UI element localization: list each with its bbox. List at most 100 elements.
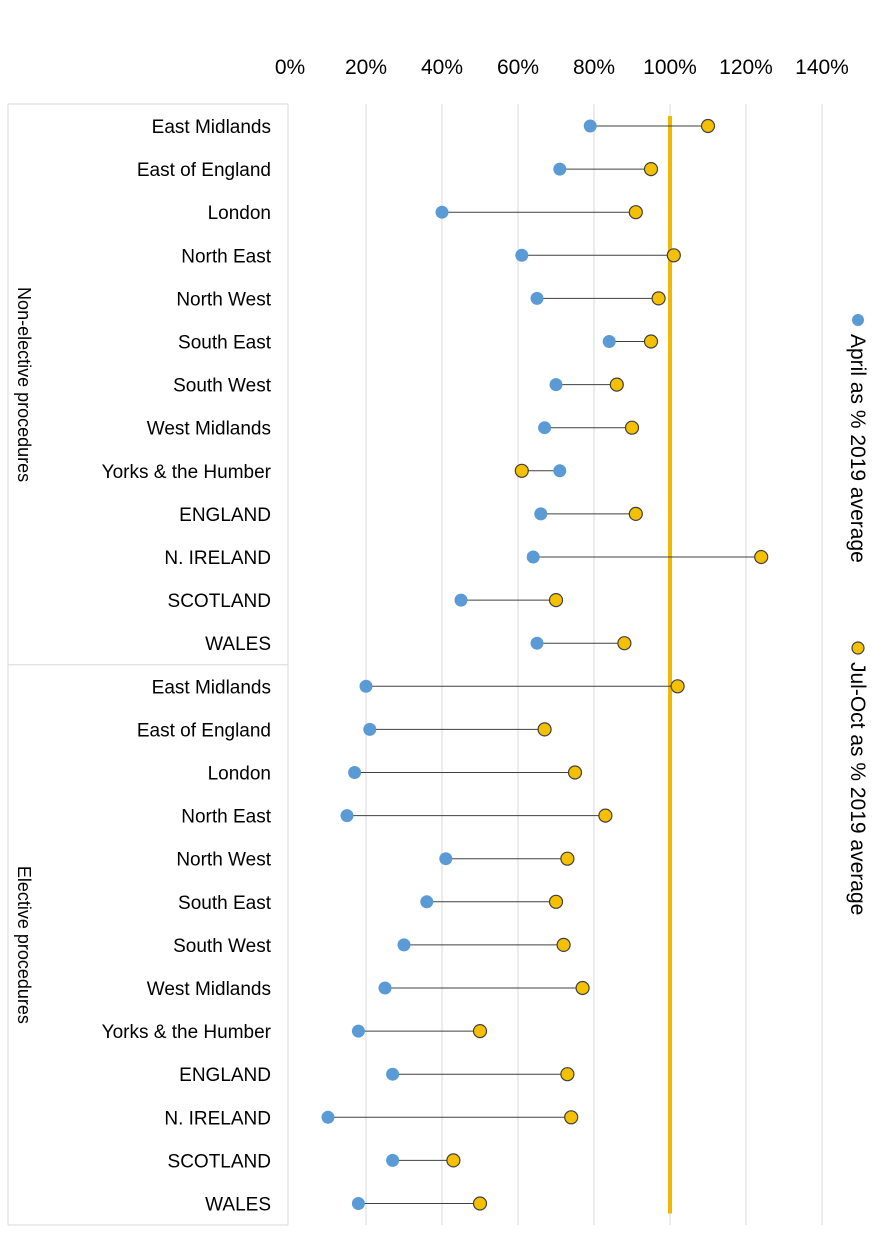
gridlines: [365, 104, 823, 1225]
april-point: [553, 162, 567, 176]
legend-april-marker: [852, 314, 864, 326]
x-tick-label: 0%: [275, 56, 305, 79]
x-tick-label: 80%: [573, 56, 615, 79]
category-label: WALES: [205, 634, 271, 655]
april-point: [549, 378, 563, 392]
juloct-point: [666, 248, 681, 263]
category-label: SCOTLAND: [168, 591, 271, 612]
juloct-point: [560, 1067, 575, 1082]
april-point: [515, 248, 529, 262]
category-label: N. IRELAND: [164, 1108, 271, 1129]
april-point: [340, 809, 354, 823]
group-label: Non-elective procedures: [14, 287, 34, 482]
april-point: [386, 1153, 400, 1167]
category-label: ENGLAND: [179, 505, 271, 526]
category-labels: East Midlands East of England London North …: [102, 117, 272, 1216]
juloct-point: [556, 937, 571, 953]
category-label: London: [208, 764, 271, 785]
juloct-point: [670, 679, 685, 694]
data-marks: [321, 118, 769, 1211]
juloct-point: [564, 1110, 579, 1125]
category-label: West Midlands: [147, 979, 271, 1000]
category-label: WALES: [205, 1195, 271, 1216]
category-label: North East: [181, 807, 271, 828]
april-point: [348, 766, 362, 779]
april-point: [538, 421, 552, 435]
juloct-point: [548, 592, 564, 608]
category-label: ENGLAND: [179, 1065, 271, 1086]
juloct-point: [643, 334, 659, 349]
april-point: [420, 895, 434, 909]
april-point: [553, 464, 567, 478]
x-tick-label: 40%: [421, 56, 463, 79]
juloct-point: [598, 808, 613, 823]
category-label: West Midlands: [147, 419, 271, 440]
april-point: [397, 938, 411, 952]
april-point: [378, 981, 392, 995]
x-tick-label: 60%: [497, 56, 539, 79]
juloct-point: [754, 549, 769, 565]
category-label: East of England: [137, 720, 271, 741]
april-point: [602, 335, 616, 348]
april-point: [530, 291, 544, 305]
category-label: East Midlands: [152, 117, 271, 138]
category-label: Yorks & the Humber: [102, 462, 272, 483]
april-point: [435, 205, 449, 219]
juloct-point: [628, 506, 643, 522]
legend-juloct-label: Jul-Oct as % 2019 average: [846, 662, 869, 915]
juloct-point: [700, 118, 716, 134]
april-point: [439, 852, 453, 866]
category-label: North East: [181, 246, 271, 267]
juloct-point: [643, 162, 659, 177]
group-label: Elective procedures: [14, 866, 34, 1024]
x-tick-label: 140%: [795, 56, 849, 79]
category-label: South West: [173, 936, 272, 957]
juloct-point: [651, 291, 666, 306]
juloct-point: [472, 1023, 488, 1039]
legend-april-label: April as % 2019 average: [846, 334, 869, 563]
juloct-point: [624, 420, 640, 435]
x-tick-label: 20%: [345, 56, 387, 79]
x-axis-ticks: 0% 20% 40% 60% 80% 100% 120% 140%: [275, 56, 849, 79]
juloct-point: [567, 765, 583, 780]
juloct-point: [560, 851, 575, 866]
category-label: North West: [176, 850, 271, 871]
april-point: [363, 722, 377, 736]
april-point: [534, 507, 548, 521]
category-label: Yorks & the Humber: [102, 1022, 272, 1043]
juloct-point: [617, 636, 632, 651]
category-label: East of England: [137, 160, 271, 181]
category-label: South East: [178, 893, 272, 914]
april-point: [351, 1024, 365, 1038]
juloct-point: [446, 1153, 461, 1168]
april-point: [351, 1197, 365, 1210]
april-point: [386, 1067, 400, 1081]
april-point: [526, 550, 540, 564]
juloct-point: [575, 980, 590, 996]
category-label: East Midlands: [152, 677, 271, 698]
category-label: London: [208, 203, 271, 224]
juloct-point: [514, 463, 529, 478]
juloct-point: [548, 894, 564, 909]
x-tick-label: 120%: [719, 56, 773, 79]
group-labels: Non-elective procedures Elective procedur…: [14, 287, 34, 1024]
april-point: [583, 119, 597, 133]
x-tick-label: 100%: [643, 56, 697, 79]
category-label: North West: [176, 289, 271, 310]
april-point: [454, 593, 468, 607]
category-frame: [7, 103, 289, 1226]
april-point: [530, 636, 544, 650]
juloct-point: [472, 1196, 488, 1211]
legend-juloct-marker: [851, 641, 865, 655]
juloct-point: [628, 205, 643, 220]
april-point: [359, 679, 373, 693]
juloct-point: [537, 722, 552, 737]
april-point: [321, 1110, 335, 1124]
category-label: SCOTLAND: [168, 1151, 271, 1172]
category-label: South East: [178, 333, 272, 354]
juloct-point: [609, 377, 624, 392]
category-label: South West: [173, 376, 272, 397]
legend: April as % 2019 average Jul-Oct as % 2019…: [846, 314, 869, 915]
